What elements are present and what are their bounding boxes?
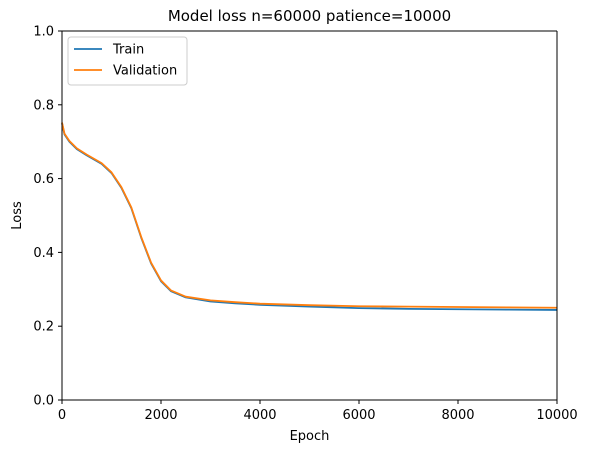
- x-tick-label: 8000: [441, 408, 474, 423]
- x-tick-label: 6000: [342, 408, 375, 423]
- plot-background: [62, 31, 557, 400]
- x-axis-label: Epoch: [290, 429, 330, 444]
- y-tick-label: 0.6: [33, 172, 54, 187]
- x-tick-label: 0: [58, 408, 66, 423]
- x-tick-label: 4000: [243, 408, 276, 423]
- x-ticks: 0 2000 4000 6000 8000 10000: [58, 400, 578, 423]
- series-line-validation: [61, 122, 558, 309]
- axes-frame: [61, 30, 558, 401]
- y-tick-label: 0.0: [33, 394, 54, 409]
- series-layer: [61, 122, 558, 311]
- y-ticks: 0.0 0.2 0.4 0.6 0.8 1.0: [33, 25, 62, 409]
- y-tick-label: 0.4: [33, 246, 54, 261]
- legend-label-validation: Validation: [113, 64, 177, 79]
- plot-area: [62, 31, 557, 400]
- x-tick-label: 10000: [536, 408, 577, 423]
- legend-label-train: Train: [112, 43, 144, 58]
- y-tick-label: 0.8: [33, 98, 54, 113]
- x-tick-label: 2000: [144, 408, 177, 423]
- legend: Train Validation: [67, 36, 188, 86]
- y-tick-label: 0.2: [33, 320, 54, 335]
- y-axis-label: Loss: [10, 201, 25, 230]
- y-tick-label: 1.0: [33, 25, 54, 40]
- chart-title: Model loss n=60000 patience=10000: [168, 7, 451, 25]
